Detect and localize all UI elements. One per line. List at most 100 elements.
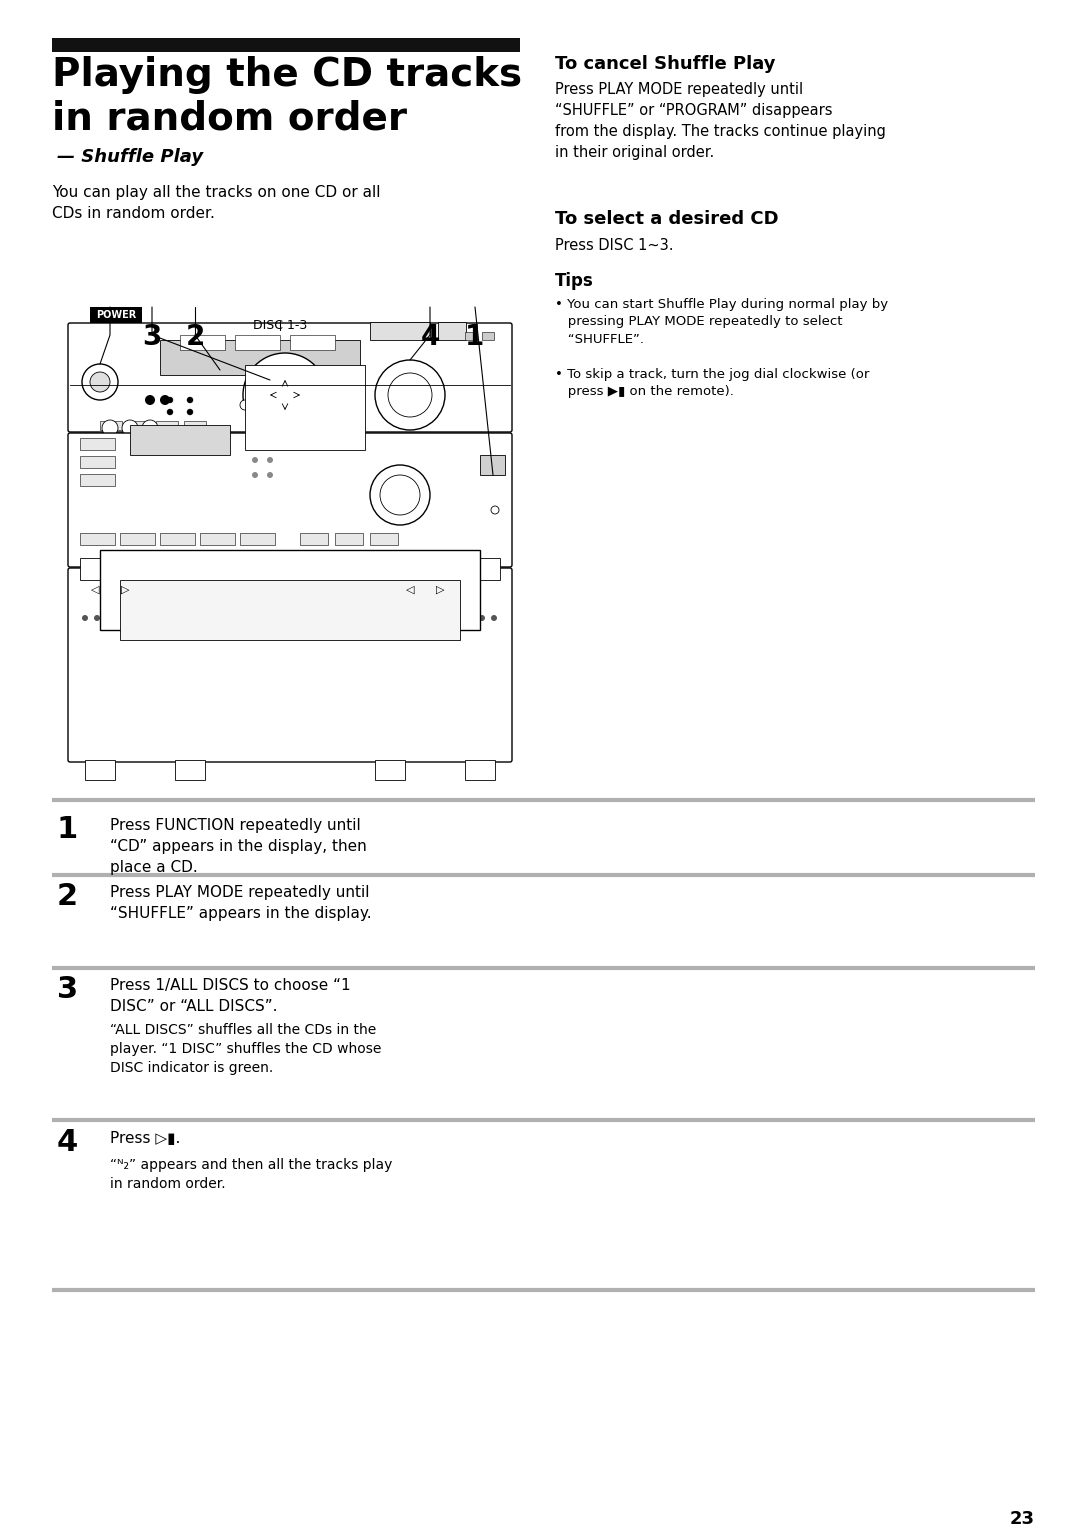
Bar xyxy=(52,38,519,52)
Circle shape xyxy=(388,373,432,417)
Bar xyxy=(85,760,114,780)
Text: 2: 2 xyxy=(186,323,205,351)
Circle shape xyxy=(145,396,156,405)
FancyBboxPatch shape xyxy=(68,323,512,432)
Bar xyxy=(184,422,206,429)
Bar xyxy=(375,760,405,780)
Bar xyxy=(235,336,280,350)
Circle shape xyxy=(187,409,193,415)
Bar xyxy=(291,336,335,350)
Text: You can play all the tracks on one CD or all
CDs in random order.: You can play all the tracks on one CD or… xyxy=(52,185,380,221)
Text: in random order: in random order xyxy=(52,100,407,138)
Circle shape xyxy=(375,360,445,429)
Bar xyxy=(245,365,365,451)
Bar xyxy=(395,558,500,579)
Text: 1: 1 xyxy=(465,323,485,351)
Text: Press 1/ALL DISCS to choose “1
DISC” or “ALL DISCS”.: Press 1/ALL DISCS to choose “1 DISC” or … xyxy=(110,978,351,1013)
Text: ▷: ▷ xyxy=(121,586,130,595)
Text: 3: 3 xyxy=(57,975,78,1004)
Bar xyxy=(300,533,328,546)
Bar xyxy=(100,550,480,630)
Text: Press ▷▮.: Press ▷▮. xyxy=(110,1131,180,1147)
Bar xyxy=(156,422,178,429)
Bar xyxy=(130,425,230,455)
Text: ▷: ▷ xyxy=(435,586,444,595)
Bar xyxy=(465,333,477,340)
Bar xyxy=(200,592,400,598)
Text: 4: 4 xyxy=(57,1128,78,1157)
Circle shape xyxy=(252,472,258,478)
Text: 1: 1 xyxy=(57,816,78,845)
Bar xyxy=(160,533,195,546)
Text: Press FUNCTION repeatedly until
“CD” appears in the display, then
place a CD.: Press FUNCTION repeatedly until “CD” app… xyxy=(110,819,367,875)
Text: 2: 2 xyxy=(57,881,78,911)
Bar xyxy=(80,455,114,468)
Circle shape xyxy=(141,420,158,435)
Text: Tips: Tips xyxy=(555,271,594,290)
Text: • To skip a track, turn the jog dial clockwise (or
   press ▶▮ on the remote).: • To skip a track, turn the jog dial clo… xyxy=(555,368,869,399)
Text: 4: 4 xyxy=(420,323,440,351)
Circle shape xyxy=(273,383,297,406)
Circle shape xyxy=(480,615,485,621)
Bar xyxy=(129,422,150,429)
Bar xyxy=(200,533,235,546)
Circle shape xyxy=(491,615,497,621)
Bar xyxy=(240,533,275,546)
Bar xyxy=(480,455,505,475)
Bar xyxy=(482,333,494,340)
Text: Playing the CD tracks: Playing the CD tracks xyxy=(52,57,522,94)
Text: 23: 23 xyxy=(1010,1510,1035,1528)
Circle shape xyxy=(491,506,499,514)
Bar xyxy=(200,566,242,579)
Text: To select a desired CD: To select a desired CD xyxy=(555,210,779,228)
Circle shape xyxy=(267,457,273,463)
Text: DISC 1-3: DISC 1-3 xyxy=(253,319,307,333)
Circle shape xyxy=(380,475,420,515)
Text: — Shuffle Play: — Shuffle Play xyxy=(57,149,203,166)
Circle shape xyxy=(122,420,138,435)
Circle shape xyxy=(82,363,118,400)
Circle shape xyxy=(187,397,193,403)
Circle shape xyxy=(167,409,173,415)
Circle shape xyxy=(467,615,473,621)
Text: Press DISC 1~3.: Press DISC 1~3. xyxy=(555,238,674,253)
Bar xyxy=(370,533,399,546)
Circle shape xyxy=(160,396,170,405)
Bar xyxy=(249,566,292,579)
Bar xyxy=(100,422,122,429)
Bar xyxy=(175,760,205,780)
Text: POWER: POWER xyxy=(96,310,136,320)
Circle shape xyxy=(167,397,173,403)
Circle shape xyxy=(267,472,273,478)
Circle shape xyxy=(102,420,118,435)
Bar xyxy=(120,579,460,639)
Circle shape xyxy=(243,353,327,437)
Bar xyxy=(438,322,465,340)
Text: “ALL DISCS” shuffles all the CDs in the
player. “1 DISC” shuffles the CD whose
D: “ALL DISCS” shuffles all the CDs in the … xyxy=(110,1023,381,1075)
Circle shape xyxy=(257,366,313,423)
Text: Press PLAY MODE repeatedly until
“SHUFFLE” appears in the display.: Press PLAY MODE repeatedly until “SHUFFL… xyxy=(110,885,372,921)
Bar xyxy=(335,533,363,546)
Bar xyxy=(120,533,156,546)
Circle shape xyxy=(94,615,100,621)
Bar xyxy=(350,566,392,579)
Bar xyxy=(370,322,430,340)
FancyBboxPatch shape xyxy=(68,432,512,567)
Circle shape xyxy=(106,615,112,621)
Text: ◁: ◁ xyxy=(406,586,415,595)
Text: Press PLAY MODE repeatedly until
“SHUFFLE” or “PROGRAM” disappears
from the disp: Press PLAY MODE repeatedly until “SHUFFL… xyxy=(555,81,886,159)
FancyBboxPatch shape xyxy=(68,569,512,762)
Circle shape xyxy=(82,615,87,621)
Bar xyxy=(80,438,114,451)
Bar xyxy=(80,533,114,546)
Bar xyxy=(80,474,114,486)
Bar xyxy=(90,307,141,323)
Circle shape xyxy=(240,400,249,409)
Bar xyxy=(300,566,342,579)
Bar xyxy=(465,760,495,780)
Circle shape xyxy=(370,464,430,524)
Bar xyxy=(160,340,360,376)
Text: “ᴺ₂” appears and then all the tracks play
in random order.: “ᴺ₂” appears and then all the tracks pla… xyxy=(110,1157,392,1191)
Bar xyxy=(80,558,185,579)
Circle shape xyxy=(252,457,258,463)
